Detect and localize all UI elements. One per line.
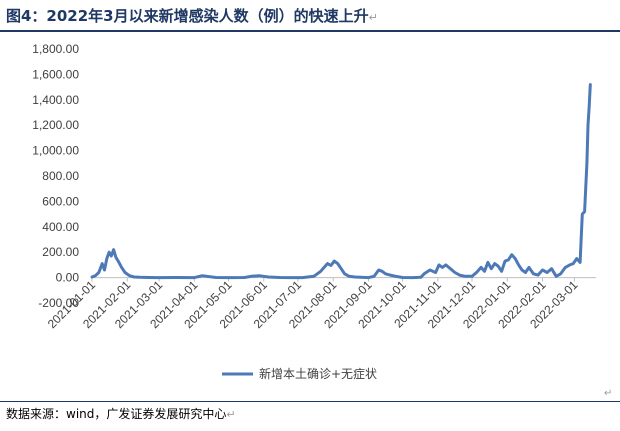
- legend-label: 新增本土确诊+无症状: [259, 366, 377, 381]
- y-axis-ticks: -200.00 0.00 200.00 400.00 600.00 800.00 1,000…: [32, 42, 79, 310]
- y-tick-label: 600.00: [42, 194, 79, 208]
- y-tick-label: 200.00: [42, 245, 79, 259]
- y-tick-label: 800.00: [42, 169, 79, 183]
- return-arrow-icon: ↵: [604, 388, 613, 399]
- y-tick-label: 0.00: [56, 271, 80, 285]
- source-note: 数据来源：wind，广发证券发展研究中心↵: [6, 407, 236, 421]
- y-tick-label: 1,400.00: [32, 93, 79, 107]
- title-divider: [0, 30, 620, 32]
- legend: 新增本土确诊+无症状: [222, 366, 377, 381]
- paragraph-mark-icon: ↵: [226, 408, 236, 421]
- series-line: [90, 83, 592, 280]
- y-tick-label: 1,600.00: [32, 67, 79, 81]
- y-tick-label: 1,200.00: [32, 118, 79, 132]
- y-tick-label: -200.00: [38, 296, 79, 310]
- line-chart: -200.00 0.00 200.00 400.00 600.00 800.00 1,000…: [32, 42, 596, 381]
- y-tick-label: 1,000.00: [32, 144, 79, 158]
- paragraph-mark-icon: ↵: [368, 11, 378, 24]
- chart-title: 图4：2022年3月以来新增感染人数（例）的快速上升↵: [6, 7, 378, 25]
- source-divider: [0, 401, 620, 402]
- x-axis-ticks: 2021-01-012021-02-012021-03-012021-04-01…: [45, 278, 581, 332]
- y-tick-label: 1,800.00: [32, 42, 79, 56]
- y-tick-label: 400.00: [42, 220, 79, 234]
